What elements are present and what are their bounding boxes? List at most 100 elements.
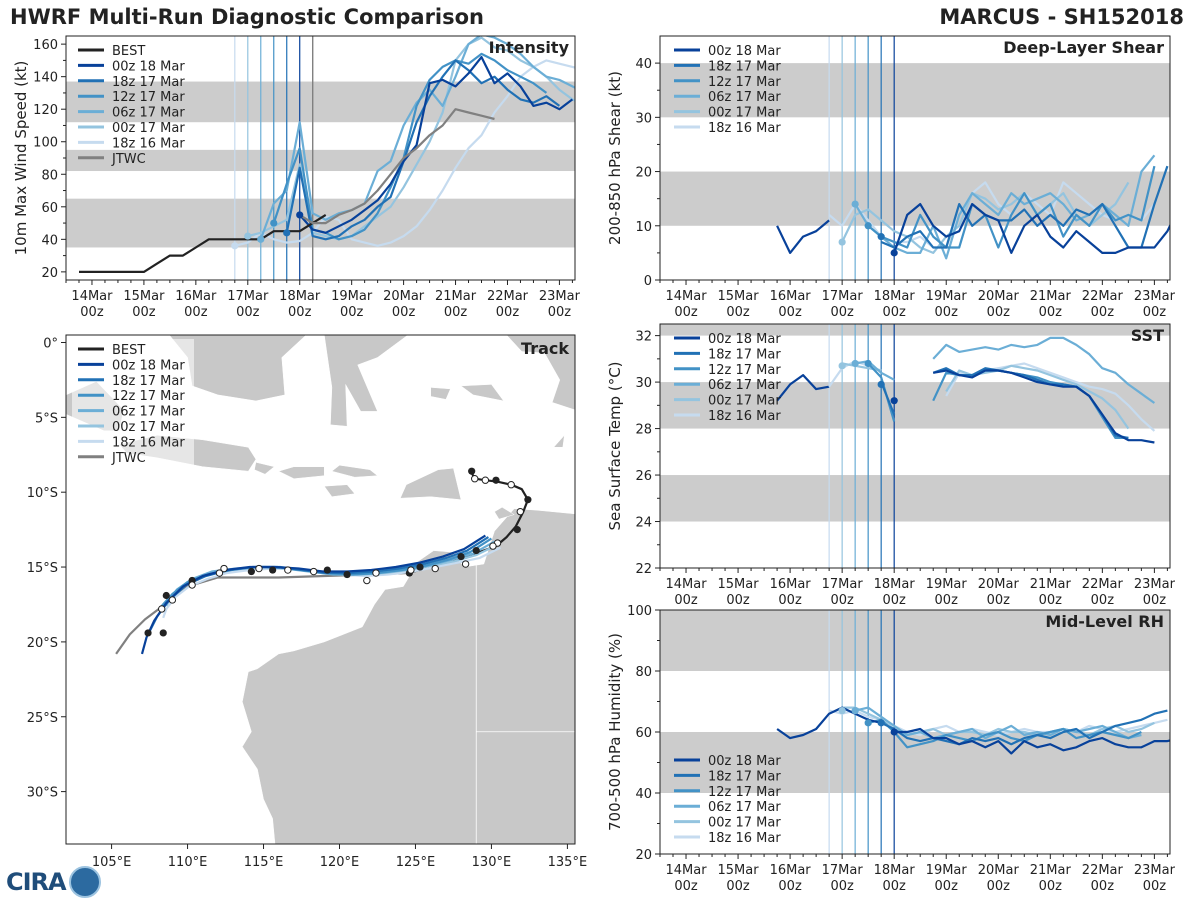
x-tick-label-day: 18Mar	[279, 289, 321, 304]
australia-landmass	[242, 508, 575, 844]
shear-frame	[659, 35, 1171, 281]
shaded-band	[660, 475, 1170, 522]
track-point-open	[284, 566, 292, 574]
x-tick-label-hour: 00z	[726, 593, 750, 608]
series-marker	[864, 719, 872, 727]
track-point-filled	[416, 563, 424, 571]
series-line	[880, 165, 1169, 249]
x-tick-label-hour: 00z	[1143, 593, 1167, 608]
legend-label: JTWC	[111, 152, 146, 167]
new-guinea-landmass	[506, 335, 575, 411]
x-tick-label-hour: 00z	[80, 305, 104, 320]
x-tick-label-hour: 00z	[882, 305, 906, 320]
y-tick-label: 40	[635, 787, 652, 802]
intensity-title: Intensity	[489, 38, 570, 57]
shear-ylabel: 200-850 hPa Shear (kt)	[606, 71, 624, 245]
series-line	[234, 59, 575, 247]
y-tick-label: 80	[41, 168, 58, 183]
track-point-filled	[513, 526, 521, 534]
legend-label: 00z 17 Mar	[708, 394, 781, 409]
track-point-filled	[472, 546, 480, 555]
x-tick-label-hour: 00z	[778, 879, 802, 894]
x-tick-label-day: 16Mar	[770, 577, 812, 592]
track-point-filled	[457, 552, 465, 561]
x-tick-label-day: 18Mar	[874, 577, 916, 592]
track-plot-area	[66, 335, 575, 844]
x-tick-label-hour: 00z	[882, 879, 906, 894]
shaded-band	[660, 63, 1170, 118]
legend-label: 00z 17 Mar	[112, 121, 185, 136]
legend-label: 00z 18 Mar	[708, 754, 781, 769]
track-point-open	[363, 576, 371, 585]
x-tick-label-hour: 00z	[778, 593, 802, 608]
legend-label: 18z 16 Mar	[112, 136, 185, 151]
buru-island	[430, 387, 451, 400]
series-marker	[244, 232, 252, 240]
track-point-open	[481, 476, 490, 484]
track-point-filled	[492, 476, 500, 484]
series-marker	[890, 249, 898, 257]
series-marker	[864, 222, 872, 230]
x-tick-label-hour: 00z	[184, 305, 208, 320]
cira-emblem-icon	[68, 866, 101, 898]
x-tick-label-day: 21Mar	[1030, 577, 1072, 592]
series-line	[299, 108, 495, 225]
series-line	[880, 381, 896, 416]
x-tick-label-hour: 00z	[987, 305, 1011, 320]
shear-panel: 01020304014Mar00z15Mar00z16Mar00z17Mar00…	[606, 35, 1176, 320]
legend-label: 12z 17 Mar	[112, 389, 185, 404]
y-tick-label: 100	[627, 604, 652, 619]
sulawesi-island	[324, 335, 409, 427]
x-tick-label-day: 17Mar	[227, 289, 269, 304]
legend-backdrop	[72, 339, 194, 469]
x-tick-label: 130°E	[472, 855, 512, 870]
figure-title: HWRF Multi-Run Diagnostic Comparison	[10, 5, 485, 29]
track-point-open	[431, 564, 439, 573]
legend-label: 00z 18 Mar	[708, 44, 781, 59]
series-marker	[231, 242, 239, 250]
shear-plot-area	[660, 36, 1170, 280]
legend-label: 12z 17 Mar	[708, 363, 781, 378]
flores-island	[331, 464, 379, 478]
x-tick-label-day: 22Mar	[1082, 289, 1124, 304]
x-tick-label: 110°E	[168, 855, 208, 870]
x-tick-label-day: 18Mar	[874, 863, 916, 878]
series-marker	[838, 238, 846, 246]
cira-logo: CIRA	[6, 866, 101, 898]
x-tick-label-hour: 00z	[1091, 879, 1115, 894]
y-tick-label: 0	[644, 274, 652, 289]
x-tick-label-hour: 00z	[778, 305, 802, 320]
series-line	[880, 709, 1168, 746]
x-tick-label-day: 14Mar	[665, 289, 707, 304]
x-tick-label-hour: 00z	[288, 305, 312, 320]
x-tick-label-day: 14Mar	[665, 577, 707, 592]
track-point-open	[215, 569, 224, 577]
legend-label: 06z 17 Mar	[708, 800, 781, 815]
y-tick-label: 22	[635, 562, 652, 577]
x-tick-label-day: 21Mar	[435, 289, 477, 304]
track-frame	[65, 334, 576, 845]
y-tick-label: 32	[635, 330, 652, 345]
x-tick-label-hour: 00z	[1091, 305, 1115, 320]
track-point-open	[507, 481, 515, 489]
x-tick-label-day: 22Mar	[487, 289, 529, 304]
series-marker	[851, 200, 859, 208]
seram-island	[460, 384, 505, 402]
series-marker	[890, 397, 898, 405]
y-tick-label: 40	[41, 233, 58, 248]
series-marker	[890, 728, 898, 736]
track-point-open	[309, 567, 318, 576]
x-tick-label-hour: 00z	[674, 879, 698, 894]
bali-island	[254, 461, 275, 475]
legend-label: 00z 18 Mar	[708, 332, 781, 347]
track-point-filled	[323, 566, 331, 574]
legend-label: 06z 17 Mar	[708, 90, 781, 105]
x-tick-label-day: 19Mar	[331, 289, 373, 304]
y-tick-label: 100	[33, 136, 58, 151]
x-tick-label-day: 15Mar	[718, 863, 760, 878]
x-tick-label-hour: 00z	[830, 593, 854, 608]
sumbawa-island	[278, 466, 325, 479]
x-tick-label-hour: 00z	[1039, 879, 1063, 894]
melville-island	[494, 506, 515, 520]
